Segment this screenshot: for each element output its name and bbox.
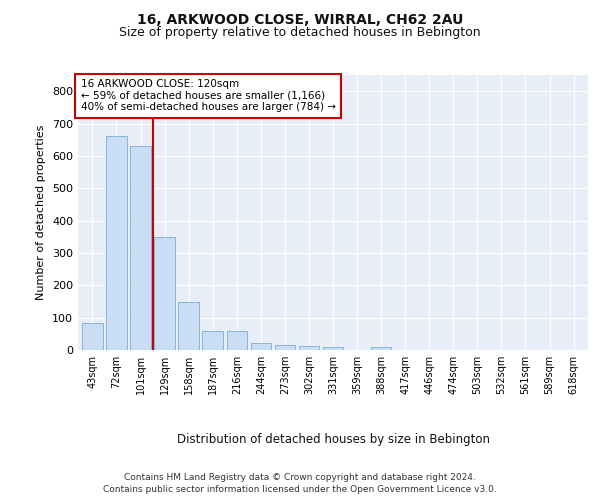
Bar: [323, 347, 343, 350]
Bar: [371, 348, 391, 350]
Y-axis label: Number of detached properties: Number of detached properties: [37, 125, 46, 300]
Bar: [178, 302, 199, 350]
Bar: [275, 344, 295, 350]
Text: 16, ARKWOOD CLOSE, WIRRAL, CH62 2AU: 16, ARKWOOD CLOSE, WIRRAL, CH62 2AU: [137, 12, 463, 26]
Text: Distribution of detached houses by size in Bebington: Distribution of detached houses by size …: [176, 432, 490, 446]
Bar: [251, 343, 271, 350]
Text: Contains HM Land Registry data © Crown copyright and database right 2024.: Contains HM Land Registry data © Crown c…: [124, 472, 476, 482]
Bar: [82, 322, 103, 350]
Bar: [154, 237, 175, 350]
Bar: [299, 346, 319, 350]
Bar: [106, 136, 127, 350]
Text: Contains public sector information licensed under the Open Government Licence v3: Contains public sector information licen…: [103, 485, 497, 494]
Bar: [227, 330, 247, 350]
Text: Size of property relative to detached houses in Bebington: Size of property relative to detached ho…: [119, 26, 481, 39]
Bar: [130, 146, 151, 350]
Bar: [202, 330, 223, 350]
Text: 16 ARKWOOD CLOSE: 120sqm
← 59% of detached houses are smaller (1,166)
40% of sem: 16 ARKWOOD CLOSE: 120sqm ← 59% of detach…: [80, 79, 335, 112]
